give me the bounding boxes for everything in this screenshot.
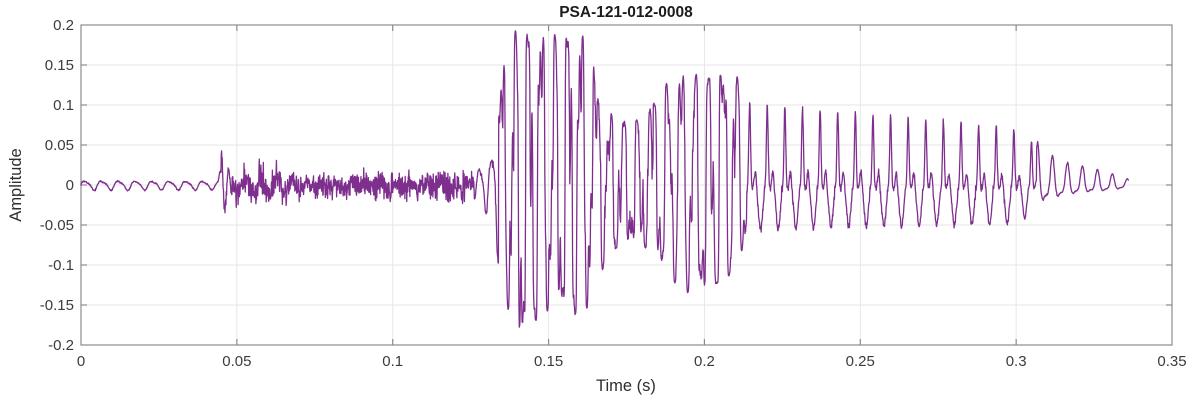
y-axis-label: Amplitude xyxy=(7,148,25,221)
waveform-line xyxy=(80,30,1130,328)
axis-ticks xyxy=(81,25,1172,345)
x-axis-label: Time (s) xyxy=(596,377,656,395)
x-tick-label: 0.15 xyxy=(534,353,563,370)
y-tick-label: -0.2 xyxy=(48,337,74,354)
chart-title: PSA-121-012-0008 xyxy=(559,4,693,21)
y-tick-label: 0 xyxy=(66,177,74,194)
x-tick-label: 0.1 xyxy=(382,353,403,370)
x-tick-label: 0.05 xyxy=(222,353,251,370)
y-tick-label: -0.15 xyxy=(40,297,74,314)
y-tick-label: 0.15 xyxy=(45,57,74,74)
y-tick-labels: -0.2 -0.15 -0.1 -0.05 0 0.05 0.1 0.15 0.2 xyxy=(40,17,74,354)
y-tick-label: 0.1 xyxy=(53,97,74,114)
y-tick-label: -0.05 xyxy=(40,217,74,234)
x-tick-label: 0.35 xyxy=(1157,353,1186,370)
x-tick-label: 0.25 xyxy=(846,353,875,370)
x-tick-labels: 0 0.05 0.1 0.15 0.2 0.25 0.3 0.35 xyxy=(77,353,1187,370)
y-tick-label: 0.05 xyxy=(45,137,74,154)
y-tick-label: -0.1 xyxy=(48,257,74,274)
x-tick-label: 0.3 xyxy=(1006,353,1027,370)
x-tick-label: 0.2 xyxy=(694,353,715,370)
x-tick-label: 0 xyxy=(77,353,85,370)
y-tick-label: 0.2 xyxy=(53,17,74,34)
